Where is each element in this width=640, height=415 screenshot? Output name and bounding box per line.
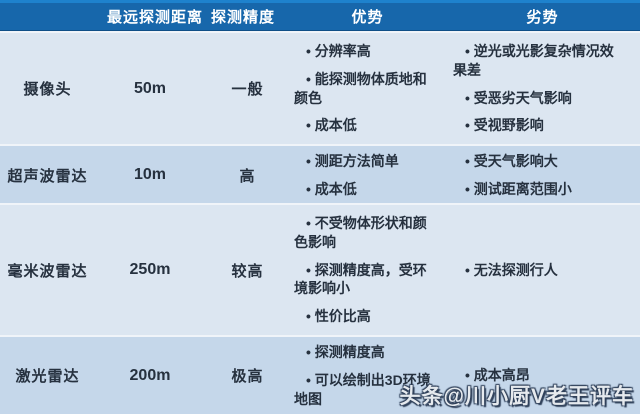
pros-cell: 探测精度高 可以绘制出3D环境地图: [290, 337, 445, 415]
accuracy-value: 较高: [231, 262, 264, 280]
sensor-name: 超声波雷达: [7, 167, 88, 185]
max-distance-value: 10m: [133, 166, 167, 184]
sensor-name: 摄像头: [23, 81, 72, 98]
watermark: 头条@川小厨V老王评车: [399, 385, 634, 408]
con-item: 受天气影响大: [453, 152, 626, 171]
max-distance-value: 200m: [129, 366, 171, 384]
sensor-name: 毫米波雷达: [7, 262, 88, 280]
column-header-cons: 劣势: [526, 9, 559, 26]
table-row-ultrasonic: 超声波雷达 10m 高 测距方法简单 成本低 受天气影响大 测试距离范围小: [0, 144, 640, 203]
cons-cell: 成本高昂: [445, 337, 640, 415]
table-header-row: 最远探测距离 探测精度 优势 劣势: [0, 0, 640, 31]
column-header-pros: 优势: [351, 9, 384, 26]
con-item: 受恶劣天气影响: [453, 89, 626, 108]
accuracy-value: 极高: [231, 368, 264, 386]
pro-item: 测距方法简单: [294, 152, 435, 171]
cons-cell: 受天气影响大 测试距离范围小: [445, 146, 640, 205]
pros-cell: 分辨率高 能探测物体质地和颜色 成本低: [290, 33, 445, 144]
pro-item: 不受物体形状和颜色影响: [294, 214, 435, 252]
pro-item: 性价比高: [294, 307, 435, 326]
cons-cell: 无法探测行人: [445, 205, 640, 335]
accuracy-value: 高: [239, 167, 256, 185]
table-row-millimeter-wave: 毫米波雷达 250m 较高 不受物体形状和颜色影响 探测精度高，受环境影响小 性…: [0, 203, 640, 335]
max-distance-value: 250m: [129, 261, 171, 278]
con-item: 逆光或光影复杂情况效果差: [453, 42, 626, 80]
column-header-distance: 最远探测距离: [106, 9, 203, 26]
con-item: 测试距离范围小: [453, 180, 626, 199]
pros-cell: 不受物体形状和颜色影响 探测精度高，受环境影响小 性价比高: [290, 205, 445, 335]
pro-item: 探测精度高，受环境影响小: [294, 261, 435, 299]
pro-item: 分辨率高: [294, 42, 435, 61]
con-item: 无法探测行人: [453, 261, 626, 280]
con-item: 成本高昂: [453, 366, 626, 385]
table-row-lidar: 激光雷达 200m 极高 探测精度高 可以绘制出3D环境地图 成本高昂: [0, 335, 640, 414]
pro-item: 成本低: [294, 180, 435, 199]
pros-cell: 测距方法简单 成本低: [290, 146, 445, 205]
con-item: 受视野影响: [453, 116, 626, 135]
max-distance-value: 50m: [133, 79, 167, 97]
pro-item: 可以绘制出3D环境地图: [294, 371, 435, 409]
cons-cell: 逆光或光影复杂情况效果差 受恶劣天气影响 受视野影响: [445, 33, 640, 144]
table-row-camera: 摄像头 50m 一般 分辨率高 能探测物体质地和颜色 成本低 逆光或光影复杂情况…: [0, 31, 640, 144]
sensor-name: 激光雷达: [15, 368, 80, 386]
pro-item: 探测精度高: [294, 343, 435, 362]
column-header-accuracy: 探测精度: [211, 9, 276, 26]
pro-item: 能探测物体质地和颜色: [294, 70, 435, 108]
pro-item: 成本低: [294, 116, 435, 135]
accuracy-value: 一般: [231, 81, 264, 98]
